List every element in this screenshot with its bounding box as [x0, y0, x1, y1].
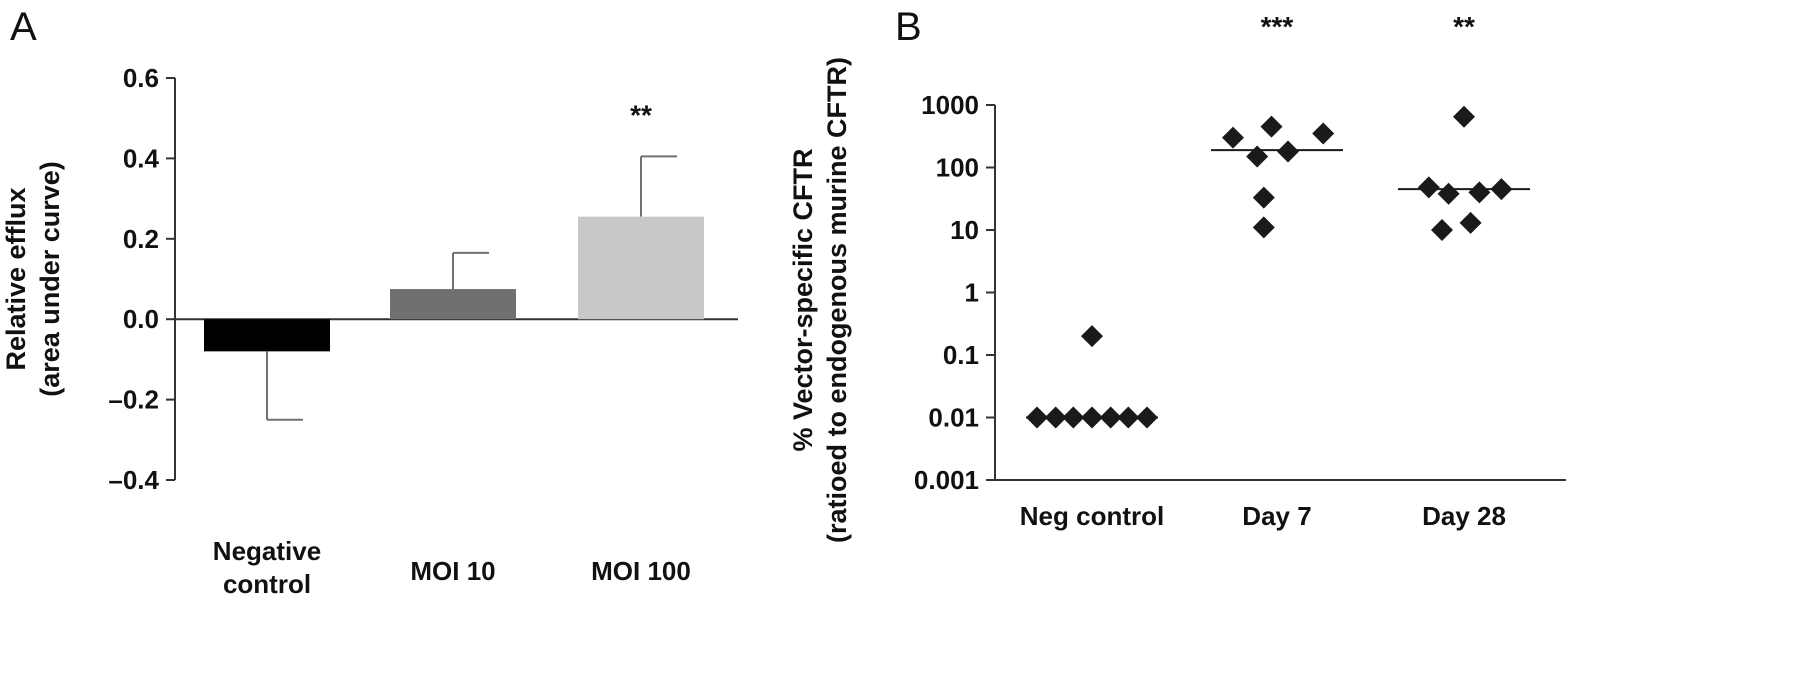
panel-a-y-tick-label: –0.2: [108, 385, 159, 415]
panel-a-y-tick-label: 0.4: [123, 143, 160, 173]
panel-b-data-point: [1437, 182, 1460, 205]
panel-b-data-point: [1099, 406, 1122, 429]
panel-b-data-point: [1277, 140, 1299, 163]
panel-b-data-point: [1026, 406, 1048, 429]
panel-b-category-labels: Neg control Day 7 Day 28: [1020, 501, 1506, 531]
panel-b-y-tick-label: 1: [965, 278, 979, 308]
panel-b-y-label-line: % Vector-specific CFTR: [788, 148, 818, 451]
panel-b-data-point: [1459, 211, 1482, 234]
panel-b-data-point: [1252, 216, 1275, 239]
panel-a-y-label-line: Relative efflux: [1, 187, 31, 370]
panel-b-data-point: [1312, 122, 1335, 145]
panel-b-category-label: Neg control: [1020, 501, 1164, 531]
panel-b-data-point: [1117, 406, 1140, 429]
panel-a-category-label: Negative: [213, 536, 321, 566]
panel-b-data-point: [1136, 406, 1158, 429]
panel-b-category-label: Day 7: [1242, 501, 1311, 531]
panel-a-significance-label: **: [630, 99, 652, 130]
panel-b-data-point: [1417, 176, 1440, 199]
panel-b-data-point: [1062, 406, 1085, 429]
panel-a-bar: [204, 319, 330, 352]
panel-b-data-point: [1252, 186, 1275, 209]
panel-b-y-label-line: (ratioed to endogenous murine CFTR): [822, 57, 852, 543]
panel-a-bar: [578, 216, 704, 320]
panel-a-letter: A: [10, 5, 37, 49]
panel-a-y-tick-label: 0.2: [123, 224, 159, 254]
panel-b-significance-label: **: [1453, 11, 1475, 42]
panel-b-data-point: [1246, 145, 1269, 168]
panel-b-significance-label: ***: [1261, 11, 1294, 42]
panel-b-scatter-chart: B % Vector-specific CFTR (ratioed to endo…: [788, 5, 1566, 543]
panel-a-bars: **: [204, 99, 704, 421]
panel-a-category-label: MOI 100: [591, 556, 691, 586]
panel-b-data-point: [1453, 105, 1475, 128]
panel-b-y-tick-label: 1000: [921, 90, 979, 120]
panel-a-y-tick-label: –0.4: [108, 465, 159, 495]
panel-b-y-tick-label: 0.001: [914, 465, 979, 495]
panel-b-data-point: [1044, 406, 1067, 429]
panel-a-category-label: control: [223, 569, 311, 599]
panel-b-data-point: [1468, 181, 1491, 204]
panel-b-category-label: Day 28: [1422, 501, 1506, 531]
panel-b-data-point: [1222, 126, 1244, 149]
panel-b-y-tick-label: 10: [950, 215, 979, 245]
panel-b-points: *** **: [1026, 11, 1530, 429]
panel-a-y-tick-label: 0.0: [123, 304, 159, 334]
panel-a-y-label-line: (area under curve): [35, 161, 65, 397]
panel-a-axes: –0.4 –0.2 0.0 0.2 0.4 0.6: [108, 63, 738, 495]
panel-a-y-tick-label: 0.6: [123, 63, 159, 93]
panel-b-y-tick-label: 0.1: [943, 340, 979, 370]
panel-b-letter: B: [895, 5, 922, 49]
panel-a-bar-chart: A Relative efflux (area under curve) –0.4…: [1, 5, 738, 599]
panel-b-y-axis-label: % Vector-specific CFTR (ratioed to endoge…: [788, 57, 852, 543]
panel-b-data-point: [1081, 325, 1103, 348]
panel-b-axes: 0.001 0.01 0.1 1 10 100 1000: [914, 90, 1566, 495]
panel-b-y-tick-label: 0.01: [928, 403, 979, 433]
panel-a-y-axis-label: Relative efflux (area under curve): [1, 161, 65, 397]
panel-b-data-point: [1260, 115, 1283, 138]
panel-b-data-point: [1490, 178, 1513, 201]
panel-a-category-label: MOI 10: [410, 556, 495, 586]
panel-b-data-point: [1081, 406, 1103, 429]
panel-b-data-point: [1431, 219, 1453, 241]
panel-a-bar: [390, 289, 516, 320]
panel-b-y-tick-label: 100: [936, 153, 979, 183]
